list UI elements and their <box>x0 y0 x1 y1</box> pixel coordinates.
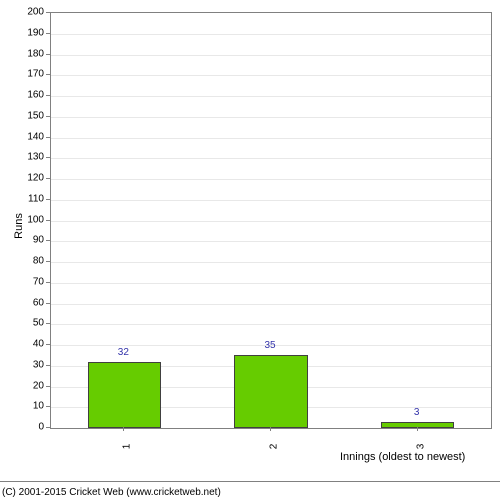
bar <box>381 422 454 428</box>
gridline <box>51 241 491 242</box>
bar-value-label: 3 <box>414 407 420 418</box>
y-tick-label: 130 <box>20 152 44 163</box>
gridline <box>51 55 491 56</box>
y-tick-mark <box>46 178 50 179</box>
y-tick-label: 100 <box>20 214 44 225</box>
bar <box>234 355 307 428</box>
y-tick-label: 190 <box>20 27 44 38</box>
y-tick-label: 50 <box>20 318 44 329</box>
y-tick-mark <box>46 427 50 428</box>
y-tick-label: 110 <box>20 193 44 204</box>
y-tick-mark <box>46 303 50 304</box>
y-tick-label: 60 <box>20 297 44 308</box>
gridline <box>51 283 491 284</box>
y-tick-label: 20 <box>20 380 44 391</box>
gridline <box>51 96 491 97</box>
y-tick-mark <box>46 282 50 283</box>
y-tick-label: 30 <box>20 359 44 370</box>
y-tick-mark <box>46 323 50 324</box>
plot-area <box>50 12 492 429</box>
copyright-text: (C) 2001-2015 Cricket Web (www.cricketwe… <box>2 487 221 498</box>
gridline <box>51 117 491 118</box>
y-tick-label: 200 <box>20 7 44 18</box>
gridline <box>51 262 491 263</box>
y-tick-label: 150 <box>20 110 44 121</box>
y-tick-mark <box>46 116 50 117</box>
x-tick-label: 2 <box>269 444 280 450</box>
y-tick-mark <box>46 406 50 407</box>
y-tick-mark <box>46 386 50 387</box>
gridline <box>51 158 491 159</box>
x-tick-mark <box>417 427 418 431</box>
bar <box>88 362 161 428</box>
x-tick-mark <box>123 427 124 431</box>
y-tick-label: 140 <box>20 131 44 142</box>
x-tick-mark <box>270 427 271 431</box>
bar-value-label: 35 <box>264 340 275 351</box>
gridline <box>51 221 491 222</box>
y-tick-label: 10 <box>20 401 44 412</box>
chart-container: Runs Innings (oldest to newest) (C) 2001… <box>0 0 500 500</box>
x-tick-label: 3 <box>415 444 426 450</box>
y-tick-mark <box>46 157 50 158</box>
y-tick-mark <box>46 220 50 221</box>
gridline <box>51 200 491 201</box>
bar-value-label: 32 <box>118 347 129 358</box>
y-tick-label: 170 <box>20 69 44 80</box>
y-tick-mark <box>46 74 50 75</box>
y-tick-label: 90 <box>20 235 44 246</box>
y-tick-mark <box>46 33 50 34</box>
y-tick-mark <box>46 95 50 96</box>
y-tick-mark <box>46 54 50 55</box>
y-tick-label: 120 <box>20 173 44 184</box>
x-axis-title: Innings (oldest to newest) <box>340 451 465 463</box>
gridline <box>51 324 491 325</box>
gridline <box>51 304 491 305</box>
y-tick-mark <box>46 365 50 366</box>
gridline <box>51 75 491 76</box>
y-tick-label: 70 <box>20 276 44 287</box>
y-tick-mark <box>46 12 50 13</box>
y-tick-label: 80 <box>20 256 44 267</box>
y-tick-mark <box>46 199 50 200</box>
gridline <box>51 179 491 180</box>
y-tick-label: 40 <box>20 339 44 350</box>
y-tick-mark <box>46 344 50 345</box>
y-tick-mark <box>46 240 50 241</box>
y-tick-mark <box>46 137 50 138</box>
gridline <box>51 34 491 35</box>
y-tick-label: 160 <box>20 90 44 101</box>
gridline <box>51 138 491 139</box>
y-tick-label: 0 <box>20 422 44 433</box>
y-tick-mark <box>46 261 50 262</box>
x-tick-label: 1 <box>122 444 133 450</box>
y-tick-label: 180 <box>20 48 44 59</box>
copyright-divider <box>0 481 500 482</box>
